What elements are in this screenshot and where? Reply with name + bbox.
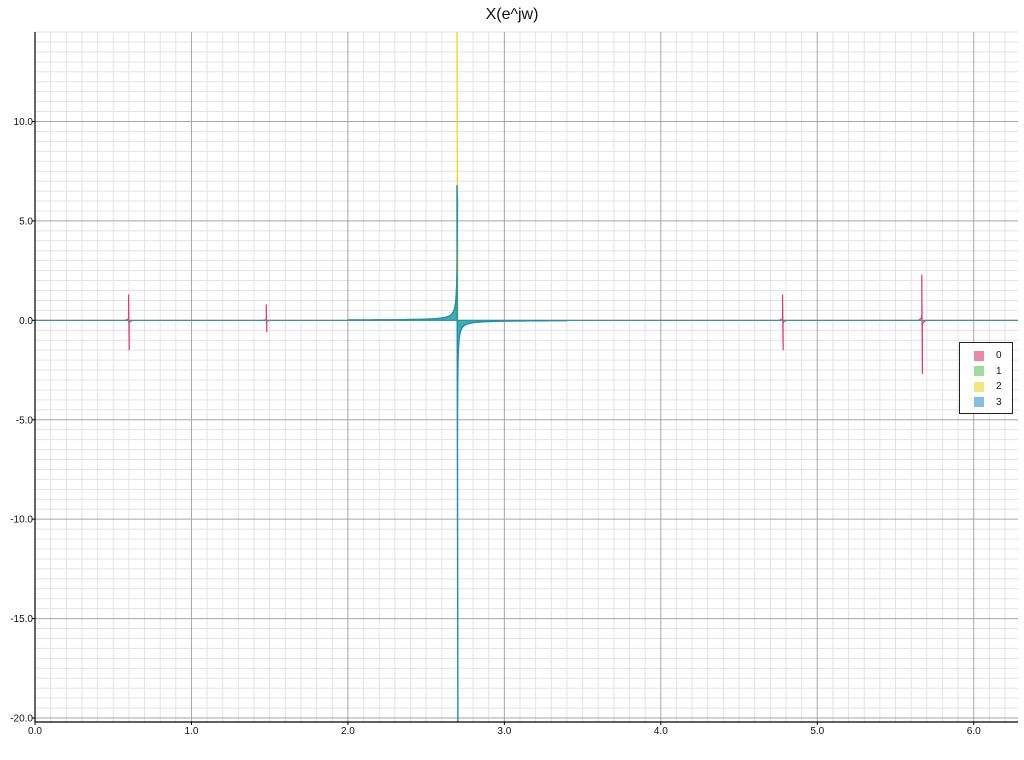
- series-layer: [35, 31, 1018, 723]
- x-tick-label: 6.0: [967, 726, 981, 737]
- legend-label: 0: [996, 350, 1002, 362]
- series-2: [35, 31, 1018, 327]
- series-0-spike-3: [918, 274, 926, 375]
- series-3-spike-0: [347, 185, 567, 723]
- y-tick-label: -10.0: [10, 515, 33, 526]
- y-tick-label: -5.0: [16, 415, 34, 426]
- legend: 0 1 2 3: [959, 342, 1013, 414]
- legend-swatch: [974, 350, 984, 361]
- x-tick-label: 1.0: [185, 726, 199, 737]
- x-tick-label: 2.0: [341, 726, 355, 737]
- chart-title: X(e^jw): [485, 6, 539, 23]
- legend-swatch: [974, 381, 984, 392]
- legend-item-2: 2: [974, 379, 1012, 395]
- y-tick-label: -20.0: [10, 714, 33, 725]
- legend-label: 1: [996, 365, 1002, 377]
- series-0: [35, 274, 1018, 375]
- legend-label: 3: [996, 396, 1002, 408]
- legend-swatch: [974, 366, 984, 377]
- series-0-spike-0: [125, 294, 133, 351]
- y-tick-label: -15.0: [10, 614, 33, 625]
- x-tick-label: 3.0: [497, 726, 511, 737]
- legend-label: 2: [996, 381, 1002, 393]
- y-tick-label: 10.0: [14, 117, 34, 128]
- legend-item-1: 1: [974, 364, 1012, 380]
- series-3: [35, 185, 1018, 723]
- x-tick-label: 0.0: [28, 726, 42, 737]
- grid-major: [35, 32, 1018, 722]
- axes-layer: [32, 32, 1018, 725]
- grid-minor: [35, 31, 1018, 722]
- tick-labels: 0.0 1.0 2.0 3.0 4.0 5.0 6.0 10.0 5.0 0.0 -5.0 -10.0…: [10, 117, 981, 737]
- series-0-spike-2: [779, 294, 787, 351]
- x-tick-label: 5.0: [810, 726, 824, 737]
- x-tick-label: 4.0: [654, 726, 668, 737]
- legend-item-0: 0: [974, 348, 1012, 364]
- legend-item-3: 3: [974, 395, 1012, 411]
- y-tick-label: 5.0: [19, 216, 33, 227]
- y-tick-label: 0.0: [19, 316, 33, 327]
- legend-swatch: [974, 397, 984, 408]
- series-0-spike-1: [263, 304, 271, 333]
